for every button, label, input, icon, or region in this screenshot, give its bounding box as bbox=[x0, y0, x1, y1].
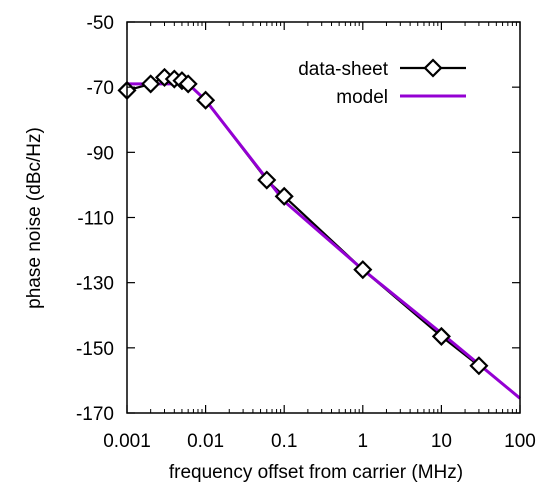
y-tick-label: -50 bbox=[87, 13, 114, 34]
data-point-data-sheet bbox=[274, 186, 294, 206]
y-tick-label: -70 bbox=[87, 78, 114, 99]
data-point-data-sheet bbox=[257, 170, 277, 190]
legend: data-sheet model bbox=[298, 58, 466, 108]
ticks-layer: 0.001 0.01 0.1 1 10 100 -50 -70 -90 -110 -130 -150 -… bbox=[76, 13, 536, 452]
legend-label-model: model bbox=[336, 87, 388, 108]
x-tick-label: 100 bbox=[504, 431, 536, 452]
data-point-data-sheet bbox=[469, 356, 489, 376]
y-tick-label: -170 bbox=[76, 404, 114, 425]
data-point-data-sheet bbox=[196, 90, 216, 110]
data-point-data-sheet bbox=[431, 326, 451, 346]
x-tick-label: 0.001 bbox=[103, 431, 151, 452]
y-axis-title: phase noise (dBc/Hz) bbox=[24, 127, 45, 309]
x-tick-label: 10 bbox=[431, 431, 452, 452]
y-tick-label: -90 bbox=[87, 143, 114, 164]
data-point-data-sheet bbox=[178, 74, 198, 94]
data-point-data-sheet bbox=[141, 74, 161, 94]
x-tick-label: 0.01 bbox=[187, 431, 224, 452]
y-tick-label: -130 bbox=[76, 274, 114, 295]
legend-label-data-sheet: data-sheet bbox=[298, 59, 389, 80]
x-tick-label: 1 bbox=[358, 431, 369, 452]
x-axis-title: frequency offset from carrier (MHz) bbox=[169, 462, 463, 483]
legend-marker-data-sheet bbox=[423, 58, 443, 78]
y-tick-label: -150 bbox=[76, 339, 114, 360]
data-point-data-sheet bbox=[353, 260, 373, 280]
y-tick-label: -110 bbox=[77, 209, 114, 230]
series-layer bbox=[117, 67, 521, 400]
x-tick-label: 0.1 bbox=[271, 431, 297, 452]
series-line-model bbox=[127, 82, 521, 400]
